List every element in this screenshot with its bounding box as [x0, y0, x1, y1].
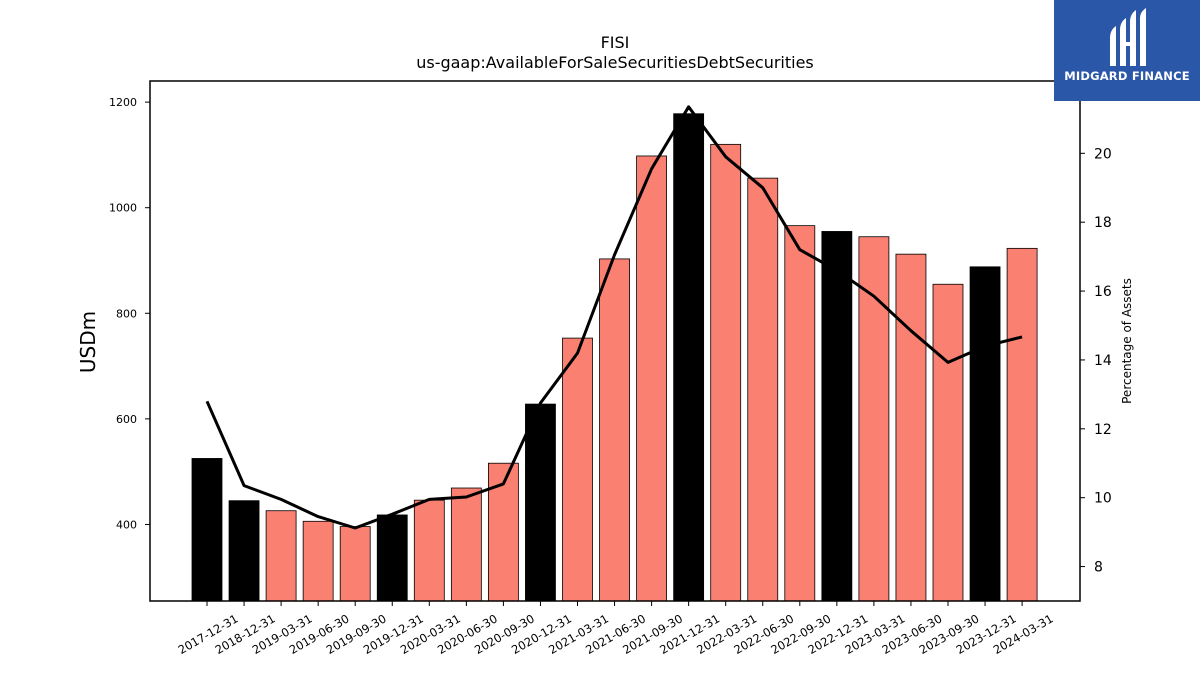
bar	[265, 510, 297, 602]
bar	[1006, 247, 1038, 602]
y2-tick-label: 8	[1094, 560, 1103, 576]
bar	[599, 258, 630, 602]
y2-axis-label: Percentage of Assets	[1120, 278, 1134, 404]
bar	[191, 458, 223, 602]
chart-title: FISI	[601, 33, 630, 52]
bar	[710, 143, 742, 602]
bar	[969, 266, 1001, 602]
y2-tick-label: 12	[1094, 422, 1112, 438]
bar	[339, 526, 371, 602]
bar	[450, 487, 482, 602]
series-line	[205, 105, 1023, 530]
y-tick-label: 600	[116, 413, 137, 426]
y2-tick-label: 18	[1094, 215, 1112, 231]
bar	[747, 177, 779, 602]
y-tick-label: 800	[116, 307, 137, 320]
y2-tick-label: 10	[1094, 491, 1112, 507]
bar	[302, 520, 334, 602]
chart-subtitle: us-gaap:AvailableForSaleSecuritiesDebtSe…	[416, 53, 814, 72]
y2-tick-label: 14	[1094, 353, 1112, 369]
brand-name: MIDGARD FINANCE	[1064, 69, 1190, 83]
bar	[228, 500, 260, 602]
bar	[673, 113, 705, 602]
bar	[932, 283, 964, 602]
y-tick-label: 400	[116, 518, 137, 531]
x-axis: 2017-12-312018-12-312019-03-312019-06-30…	[176, 601, 1056, 657]
y2-tick-label: 20	[1094, 146, 1112, 162]
bar	[376, 514, 408, 602]
bar	[525, 403, 556, 602]
bar	[413, 499, 445, 602]
y-axis-label: USDm	[76, 311, 100, 373]
y2-tick-label: 16	[1094, 284, 1112, 300]
bar	[562, 337, 593, 602]
y2-axis: 8 10 12 14 16 18 20	[1080, 146, 1112, 576]
y-axis: 400 600 800 1000 1200	[109, 96, 150, 531]
bar	[784, 225, 816, 602]
bar	[821, 231, 853, 602]
bar	[895, 253, 927, 602]
y-tick-label: 1200	[109, 96, 137, 109]
bar	[858, 236, 890, 602]
logo-mark-icon	[1110, 8, 1146, 66]
bar	[636, 155, 667, 602]
bar-series	[191, 113, 1038, 602]
y-tick-label: 1000	[109, 202, 137, 215]
line-series	[205, 105, 1023, 530]
brand-logo: MIDGARD FINANCE	[1054, 0, 1200, 101]
